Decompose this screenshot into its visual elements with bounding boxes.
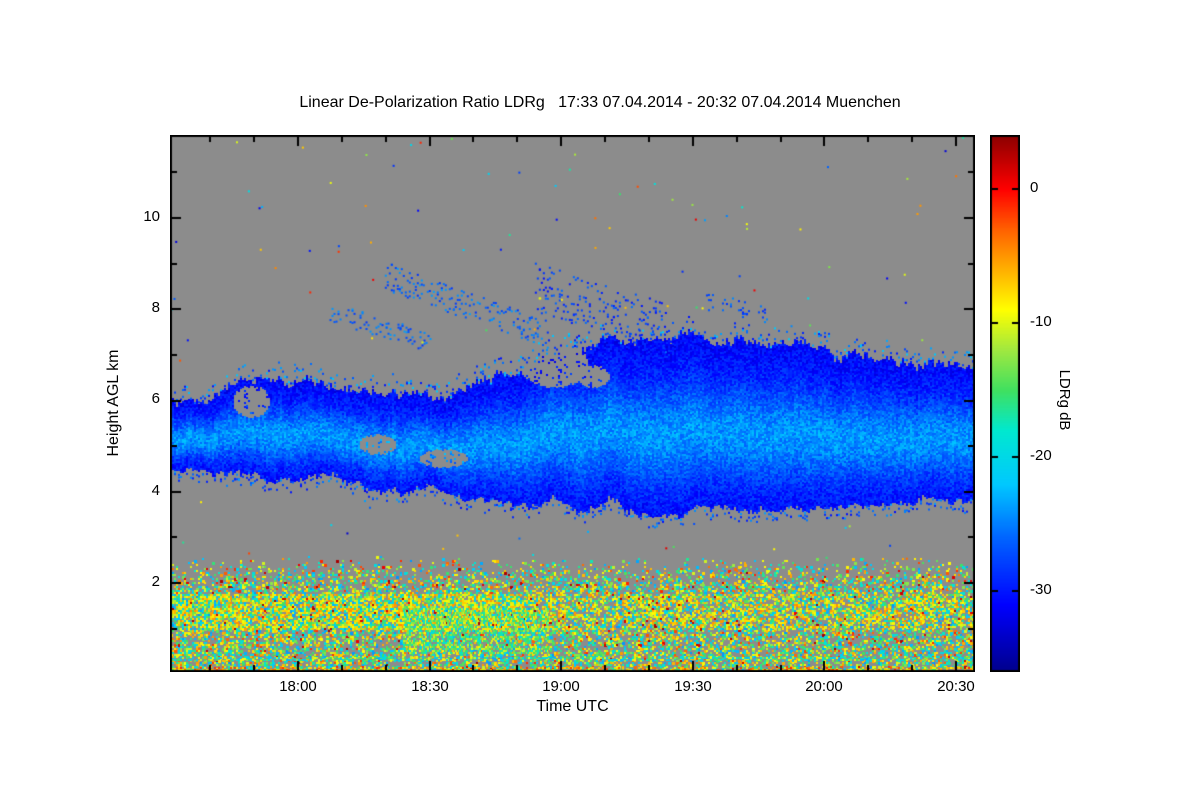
colorbar-tick-label: -20 — [1030, 447, 1052, 464]
y-tick-label: 8 — [151, 299, 160, 316]
colorbar-label: LDRg dB — [1056, 369, 1073, 431]
chart-title: Linear De-Polarization Ratio LDRg 17:33 … — [299, 94, 901, 111]
y-tick-label: 4 — [151, 482, 160, 499]
x-tick-label: 19:00 — [542, 678, 580, 695]
x-axis-label: Time UTC — [536, 698, 609, 715]
x-tick-label: 18:30 — [411, 678, 449, 695]
colorbar-tick-label: -10 — [1030, 313, 1052, 330]
y-tick-label: 6 — [151, 390, 160, 407]
colorbar-tick-label: -30 — [1030, 581, 1052, 598]
x-tick-label: 18:00 — [279, 678, 317, 695]
y-tick-label: 10 — [143, 208, 160, 225]
colorbar-tick-label: 0 — [1030, 179, 1039, 196]
x-tick-label: 20:30 — [937, 678, 975, 695]
x-tick-label: 20:00 — [805, 678, 843, 695]
colorbar — [990, 135, 1020, 672]
heatmap-plot-area — [170, 135, 975, 672]
y-tick-label: 2 — [151, 573, 160, 590]
x-tick-label: 19:30 — [674, 678, 712, 695]
